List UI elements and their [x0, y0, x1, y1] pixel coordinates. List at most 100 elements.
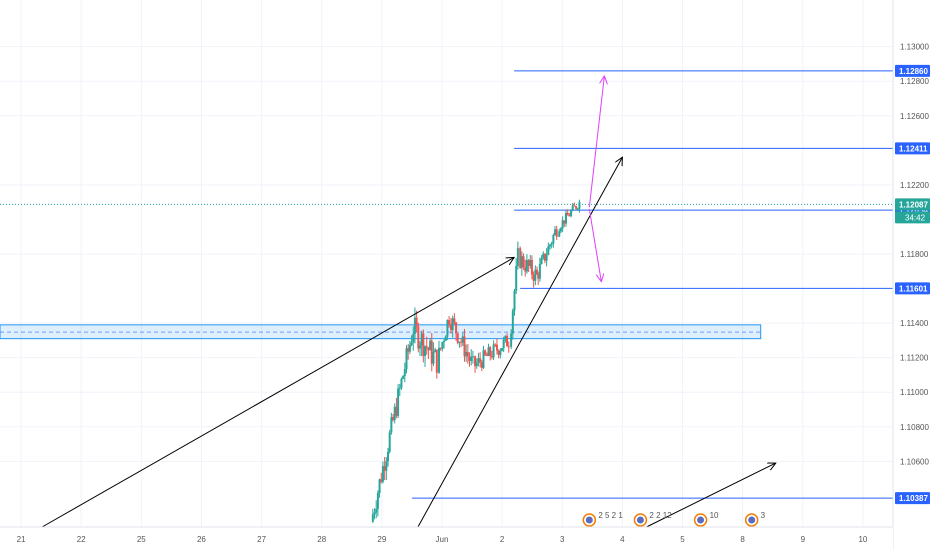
price-tag[interactable] — [895, 282, 930, 295]
event-markers[interactable]: 2 5 2 1 2 2 12 10 3 — [582, 511, 766, 527]
candle-body — [571, 205, 574, 211]
candle-body — [430, 340, 433, 364]
candle-body — [400, 378, 403, 388]
time-tick-label: 28 — [317, 535, 326, 544]
price-axis-bg — [893, 0, 932, 550]
candle-body — [542, 253, 545, 259]
price-tag-label: 1.12054 — [899, 206, 928, 215]
candle-body — [529, 259, 532, 267]
flag-icon — [748, 516, 756, 524]
candle-body — [516, 248, 519, 267]
candle-body — [479, 358, 482, 363]
candle-body — [561, 220, 564, 229]
price-tag[interactable] — [895, 142, 930, 155]
candle-body — [578, 201, 581, 209]
price-tag-label: 1.12087 — [899, 200, 928, 209]
candle-body — [495, 344, 498, 351]
candle-body — [545, 254, 548, 261]
candle-body — [543, 253, 546, 261]
time-tick-label: 10 — [858, 535, 867, 544]
price-tag-label: 1.10387 — [899, 494, 928, 503]
candle-body — [420, 333, 423, 346]
time-axis-bg — [0, 527, 893, 550]
time-tick-label: 27 — [257, 535, 266, 544]
price-tag[interactable] — [895, 198, 930, 211]
candle-body — [388, 432, 391, 452]
candle-body — [415, 317, 418, 327]
candle-body — [490, 355, 493, 358]
price-tick-label: 1.11000 — [900, 388, 929, 397]
candle-body — [538, 264, 541, 279]
time-tick-label: 25 — [137, 535, 146, 544]
candle-body — [381, 466, 384, 482]
candle-body — [460, 341, 463, 343]
price-tick-label: 1.11800 — [900, 250, 929, 259]
trendline-arrow[interactable] — [41, 257, 514, 528]
candle-body — [519, 248, 522, 268]
price-tag[interactable] — [895, 64, 930, 77]
candle-body — [573, 205, 576, 207]
flag-icon — [697, 516, 705, 524]
candle-body — [463, 336, 466, 357]
candle-body — [513, 290, 516, 311]
candle-body — [429, 340, 432, 351]
candle-body — [405, 348, 408, 370]
candle-body — [375, 508, 378, 513]
candle-body — [484, 350, 487, 355]
candle-body — [373, 512, 376, 515]
candle-body — [497, 350, 500, 355]
projection-arrow[interactable] — [588, 208, 601, 282]
candle-body — [390, 417, 393, 433]
candle-body — [386, 451, 389, 462]
candle-body — [522, 256, 525, 268]
candle-body — [532, 274, 535, 281]
time-tick-label: 21 — [17, 535, 26, 544]
candle-body — [456, 333, 459, 343]
candle-body — [434, 349, 437, 353]
horizontal-levels — [0, 70, 893, 499]
candle-body — [501, 348, 504, 351]
price-tag-label: 1.12860 — [899, 67, 928, 76]
candle-body — [402, 375, 405, 379]
candle-body — [392, 417, 395, 421]
countdown-label: 34:42 — [905, 213, 926, 222]
candle-body — [536, 269, 539, 275]
candle-body — [461, 336, 464, 343]
candle-body — [474, 356, 477, 367]
candle-body — [524, 267, 527, 272]
candle-body — [418, 345, 421, 349]
candle-body — [393, 406, 396, 421]
trendline-arrow[interactable] — [417, 157, 622, 528]
candle-body — [520, 256, 523, 268]
time-tick-label: 8 — [740, 535, 745, 544]
candle-body — [458, 341, 461, 343]
price-tick-label: 1.12600 — [900, 112, 929, 121]
candle-body — [425, 346, 428, 349]
candle-body — [530, 259, 533, 275]
candle-body — [448, 320, 451, 325]
candle-body — [504, 335, 507, 340]
time-tick-label: 22 — [77, 535, 86, 544]
projection-arrow[interactable] — [588, 76, 604, 208]
candle-body — [385, 461, 388, 471]
candle-body — [435, 349, 438, 373]
candle-body — [407, 348, 410, 352]
candle-body — [564, 212, 567, 224]
trendline-arrow[interactable] — [646, 463, 775, 528]
event-count-label: 3 — [761, 511, 766, 520]
candle-body — [427, 348, 430, 351]
candle-body — [410, 342, 413, 345]
candle-body — [494, 344, 497, 346]
candle-body — [482, 350, 485, 368]
candle-body — [412, 333, 415, 343]
time-tick-label: 3 — [560, 535, 565, 544]
price-tick-label: 1.10800 — [900, 423, 929, 432]
candle-body — [455, 322, 458, 334]
price-tag[interactable] — [895, 492, 930, 505]
candle-body — [550, 243, 553, 245]
trendlines[interactable] — [41, 76, 776, 528]
candle-body — [525, 260, 528, 272]
candle-body — [395, 406, 398, 416]
